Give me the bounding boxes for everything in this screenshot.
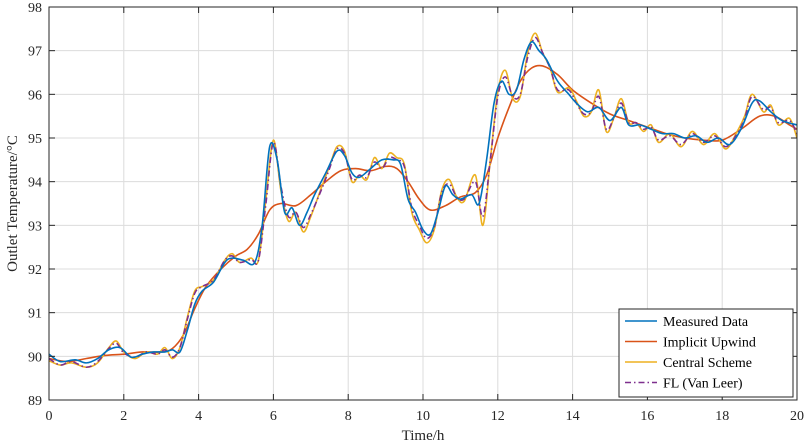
legend-label: Measured Data [663, 315, 749, 330]
y-tick-label: 93 [28, 219, 42, 234]
y-tick-label: 91 [28, 307, 42, 322]
x-tick-label: 10 [416, 409, 430, 424]
axis-ticks: 0 2 4 6 8 10 12 14 16 18 20 89 90 91 92 93 94 95 96 97 98 [28, 1, 804, 424]
legend-label: Central Scheme [663, 356, 752, 371]
series-line-measured-data [49, 40, 797, 364]
x-tick-label: 14 [566, 409, 580, 424]
y-tick-label: 90 [28, 350, 42, 365]
legend-label: Implicit Upwind [663, 336, 756, 351]
legend: Measured Data Implicit Upwind Central Sche… [618, 308, 794, 398]
x-tick-label: 8 [345, 409, 352, 424]
y-tick-label: 97 [28, 45, 42, 60]
y-tick-label: 96 [28, 88, 42, 103]
y-tick-label: 98 [28, 1, 42, 16]
x-tick-label: 2 [120, 409, 127, 424]
y-tick-label: 89 [28, 394, 42, 409]
x-tick-label: 6 [270, 409, 277, 424]
x-tick-label: 4 [195, 409, 202, 424]
x-axis-label: Time/h [402, 428, 445, 444]
x-tick-label: 20 [790, 409, 804, 424]
series-layer [49, 32, 797, 369]
y-tick-label: 94 [28, 176, 42, 191]
x-tick-label: 12 [491, 409, 505, 424]
x-tick-label: 18 [715, 409, 729, 424]
x-tick-label: 0 [46, 409, 53, 424]
x-tick-label: 16 [640, 409, 654, 424]
y-tick-label: 92 [28, 263, 42, 278]
y-axis-label: Outlet Temperature/°C [5, 135, 21, 272]
y-tick-label: 95 [28, 132, 42, 147]
legend-label: FL (Van Leer) [663, 377, 743, 392]
